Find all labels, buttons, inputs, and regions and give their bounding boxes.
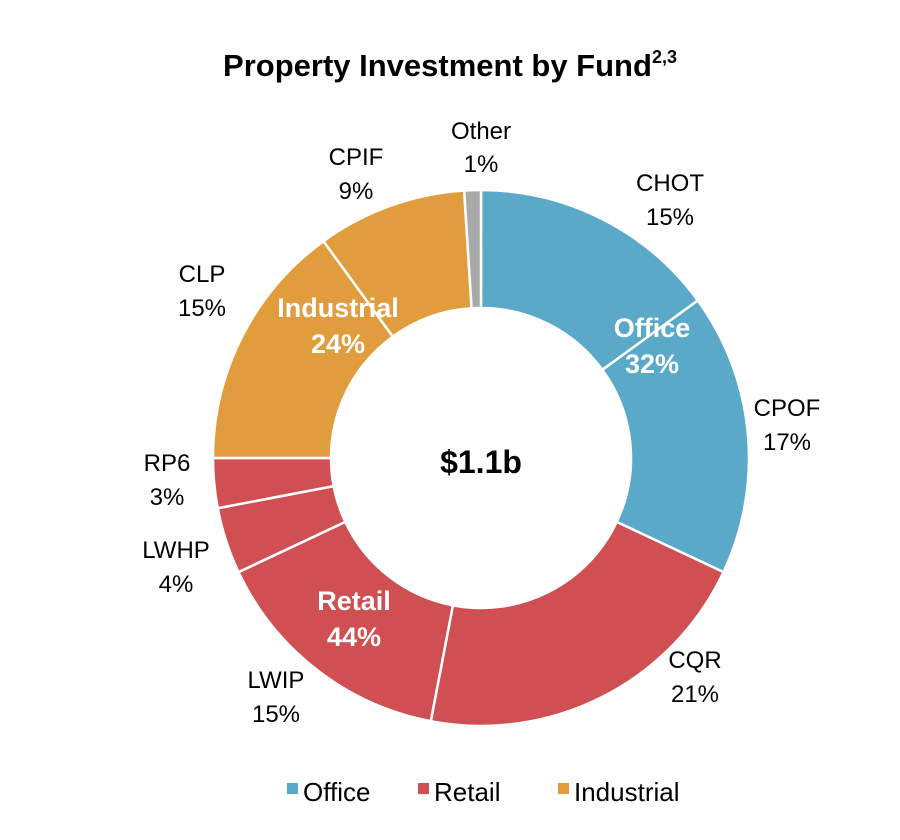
slice-percent-rp6: 3%	[150, 484, 185, 511]
chart-title-superscript: 2,3	[652, 47, 677, 67]
donut-slices	[211, 188, 751, 728]
group-label-industrial: Industrial	[277, 293, 399, 323]
group-percent-retail: 44%	[327, 622, 381, 652]
slice-label-cpif: CPIF	[329, 144, 384, 171]
slice-label-lwip: LWIP	[248, 667, 305, 694]
slice-label-clp: CLP	[179, 261, 226, 288]
legend-label-industrial: Industrial	[574, 777, 680, 807]
group-label-retail: Retail	[317, 586, 391, 616]
slice-label-other: Other	[451, 118, 511, 145]
center-total-label: $1.1b	[440, 444, 522, 480]
slice-percent-cqr: 21%	[671, 681, 719, 708]
group-percent-industrial: 24%	[311, 329, 365, 359]
legend-swatch-retail	[418, 783, 429, 794]
slice-percent-lwip: 15%	[252, 701, 300, 728]
group-percent-office: 32%	[625, 349, 679, 379]
slice-chot	[479, 188, 700, 372]
group-labels: Office 32% Retail 44% Industrial 24%	[277, 293, 690, 652]
slice-other	[462, 188, 483, 310]
legend-label-retail: Retail	[434, 777, 500, 807]
slice-percent-chot: 15%	[646, 204, 694, 231]
slice-cqr	[429, 520, 726, 728]
slice-label-chot: CHOT	[636, 170, 704, 197]
slice-percent-cpof: 17%	[763, 429, 811, 456]
slice-label-lwhp: LWHP	[142, 537, 210, 564]
slice-lwip	[236, 520, 455, 723]
legend-label-office: Office	[303, 777, 370, 807]
slice-percent-cpif: 9%	[339, 178, 374, 205]
chart-title: Property Investment by Fund2,3	[223, 47, 677, 83]
legend-swatch-office	[287, 783, 298, 794]
slice-labels: CHOT 15% CPOF 17% CQR 21% LWIP 15% LWHP 4% RP6 3% CL…	[142, 118, 820, 728]
chart-legend: Office Retail Industrial	[287, 777, 680, 807]
slice-label-cqr: CQR	[668, 647, 721, 674]
slice-percent-other: 1%	[464, 151, 499, 178]
slice-label-rp6: RP6	[144, 450, 191, 477]
group-label-office: Office	[614, 313, 691, 343]
slice-percent-clp: 15%	[178, 295, 226, 322]
legend-swatch-industrial	[558, 783, 569, 794]
slice-percent-lwhp: 4%	[159, 571, 194, 598]
slice-cpof	[600, 298, 751, 574]
slice-label-cpof: CPOF	[754, 395, 821, 422]
slice-clp	[211, 239, 395, 460]
chart-title-text: Property Investment by Fund	[223, 48, 652, 83]
